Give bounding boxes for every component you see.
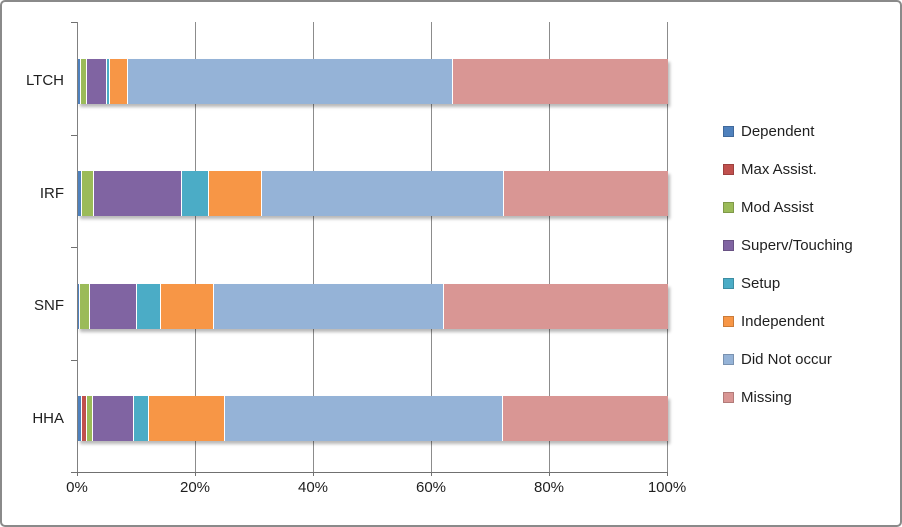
legend-swatch-icon — [723, 163, 734, 175]
legend-label: Did Not occur — [741, 350, 832, 368]
bar-segment-ltch-mod-assist — [80, 59, 87, 104]
legend-item-dependent: Dependent — [723, 112, 853, 150]
bar-segment-irf-setup — [182, 171, 209, 216]
legend-swatch-icon — [723, 315, 734, 327]
bar-segment-irf-did-not-occur — [262, 171, 504, 216]
bar-segment-snf-dependent — [78, 284, 81, 329]
bar-segment-ltch-dependent — [78, 59, 81, 104]
bar-segment-irf-independent — [208, 171, 263, 216]
x-tick-mark-60 — [431, 472, 432, 476]
stacked-bar-hha — [78, 396, 668, 441]
bar-segment-snf-independent — [160, 284, 214, 329]
gridline-40 — [313, 22, 314, 472]
stacked-bar-irf — [78, 171, 668, 216]
legend-swatch-icon — [723, 391, 734, 403]
stacked-bar-snf — [78, 284, 668, 329]
x-tick-label-40: 40% — [297, 479, 329, 496]
y-tick-mark-0 — [71, 22, 77, 23]
x-tick-mark-20 — [195, 472, 196, 476]
legend-swatch-icon — [723, 201, 734, 213]
bar-segment-snf-mod-assist — [80, 284, 90, 329]
legend-swatch-icon — [723, 239, 734, 251]
y-tick-mark-1 — [71, 135, 77, 136]
legend-label: Setup — [741, 274, 781, 292]
x-tick-mark-40 — [313, 472, 314, 476]
legend-label: Dependent — [741, 122, 815, 140]
bar-segment-hha-missing — [502, 396, 668, 441]
legend-item-did-not-occur: Did Not occur — [723, 340, 853, 378]
gridline-100 — [667, 22, 668, 472]
bar-segment-hha-setup — [134, 396, 149, 441]
x-tick-label-100: 100% — [647, 479, 687, 496]
y-tick-mark-3 — [71, 360, 77, 361]
bar-segment-hha-superv-touching — [92, 396, 135, 441]
category-label-ltch: LTCH — [25, 72, 64, 89]
category-label-hha: HHA — [32, 410, 64, 427]
bar-segment-hha-dependent — [78, 396, 83, 441]
legend-swatch-icon — [723, 277, 734, 289]
legend-item-missing: Missing — [723, 378, 853, 416]
gridline-20 — [195, 22, 196, 472]
legend-swatch-icon — [723, 125, 734, 137]
legend-item-max-assist: Max Assist. — [723, 150, 853, 188]
bar-segment-snf-did-not-occur — [213, 284, 444, 329]
bar-segment-ltch-independent — [110, 59, 129, 104]
stacked-bar-ltch — [78, 59, 668, 104]
bar-segment-irf-superv-touching — [93, 171, 183, 216]
y-tick-mark-2 — [71, 247, 77, 248]
x-tick-label-60: 60% — [415, 479, 447, 496]
gridline-80 — [549, 22, 550, 472]
bar-segment-snf-superv-touching — [89, 284, 137, 329]
x-tick-mark-100 — [667, 472, 668, 476]
bar-segment-irf-mod-assist — [82, 171, 94, 216]
gridline-60 — [431, 22, 432, 472]
legend-item-superv-touching: Superv/Touching — [723, 226, 853, 264]
bar-segment-hha-independent — [148, 396, 226, 441]
x-tick-label-20: 20% — [179, 479, 211, 496]
bar-segment-snf-setup — [136, 284, 161, 329]
bar-segment-ltch-did-not-occur — [128, 59, 453, 104]
legend-item-mod-assist: Mod Assist — [723, 188, 853, 226]
bar-segment-irf-missing — [503, 171, 668, 216]
legend-label: Superv/Touching — [741, 236, 853, 254]
legend-swatch-icon — [723, 353, 734, 365]
x-tick-label-80: 80% — [533, 479, 565, 496]
bar-segment-irf-dependent — [78, 171, 83, 216]
legend: Dependent Max Assist. Mod Assist Superv/Tou… — [723, 112, 853, 416]
legend-label: Independent — [741, 312, 825, 330]
legend-label: Missing — [741, 388, 792, 406]
legend-label: Max Assist. — [741, 160, 817, 178]
category-label-snf: SNF — [34, 297, 64, 314]
bar-segment-hha-max-assist — [82, 396, 87, 441]
bar-segment-hha-mod-assist — [86, 396, 93, 441]
bar-segment-ltch-setup — [107, 59, 111, 104]
bar-segment-hha-did-not-occur — [225, 396, 503, 441]
x-tick-mark-0 — [77, 472, 78, 476]
bar-segment-snf-missing — [443, 284, 668, 329]
legend-item-independent: Independent — [723, 302, 853, 340]
x-tick-label-0: 0% — [66, 479, 88, 496]
legend-label: Mod Assist — [741, 198, 814, 216]
legend-item-setup: Setup — [723, 264, 853, 302]
bar-segment-ltch-superv-touching — [86, 59, 108, 104]
x-tick-mark-80 — [549, 472, 550, 476]
category-label-irf: IRF — [39, 185, 64, 202]
y-tick-mark-4 — [71, 472, 77, 473]
plot-area — [77, 22, 668, 473]
bar-segment-ltch-missing — [452, 59, 668, 104]
